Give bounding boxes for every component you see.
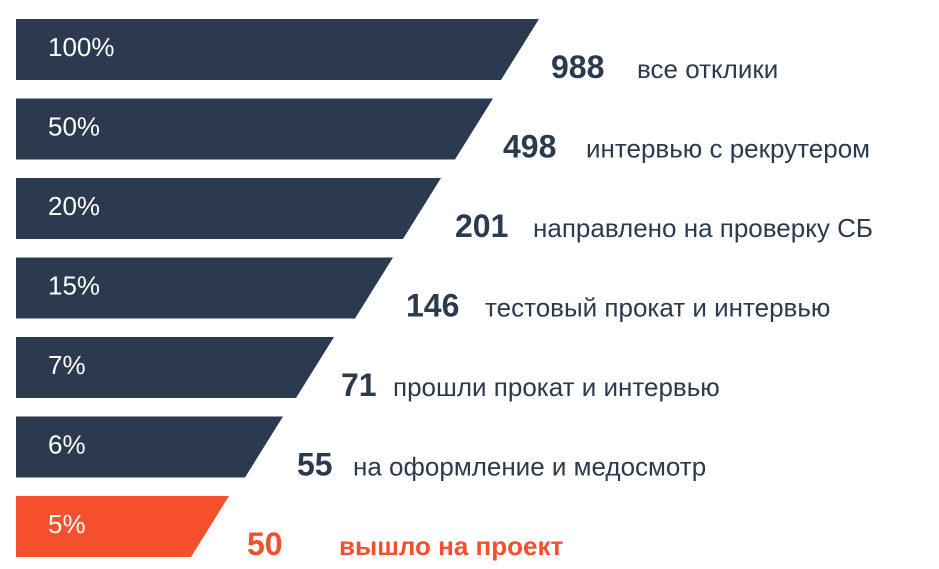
count-label: 201 xyxy=(455,208,508,244)
funnel-stage: 20% 201 направлено на проверку СБ xyxy=(16,178,873,244)
stage-label: на оформление и медосмотр xyxy=(353,452,706,482)
percent-label: 5% xyxy=(48,509,86,539)
funnel-stage: 7% 71 прошли прокат и интервью xyxy=(16,337,720,403)
funnel-bar xyxy=(16,19,539,80)
funnel-bar xyxy=(16,416,283,478)
count-label: 55 xyxy=(297,447,333,483)
stage-label: прошли прокат и интервью xyxy=(393,372,720,402)
percent-label: 50% xyxy=(48,112,100,142)
percent-label: 100% xyxy=(48,32,115,62)
funnel-stage: 50% 498 интервью с рекрутером xyxy=(16,98,870,165)
count-label: 71 xyxy=(341,367,377,403)
funnel-stage: 5% 50 вышло на проект xyxy=(16,496,563,562)
funnel-bar xyxy=(16,496,229,557)
funnel-bar xyxy=(16,178,441,239)
stage-label: направлено на проверку СБ xyxy=(533,213,873,243)
funnel-stage: 15% 146 тестовый прокат и интервью xyxy=(16,257,830,324)
percent-label: 7% xyxy=(48,350,86,380)
count-label: 50 xyxy=(247,526,283,562)
count-label: 146 xyxy=(406,288,459,324)
stage-label: вышло на проект xyxy=(339,531,563,561)
funnel-bar xyxy=(16,337,334,398)
stage-label: тестовый прокат и интервью xyxy=(485,293,830,323)
percent-label: 15% xyxy=(48,271,100,301)
count-label: 988 xyxy=(551,49,604,85)
stage-label: все отклики xyxy=(637,54,778,84)
funnel-stage: 100% 988 все отклики xyxy=(16,19,778,85)
funnel-stage: 6% 55 на оформление и медосмотр xyxy=(16,416,706,483)
percent-label: 6% xyxy=(48,430,86,460)
stage-label: интервью с рекрутером xyxy=(586,134,870,164)
funnel-bar xyxy=(16,257,393,319)
count-label: 498 xyxy=(503,129,556,165)
percent-label: 20% xyxy=(48,191,100,221)
funnel-bar xyxy=(16,98,493,160)
